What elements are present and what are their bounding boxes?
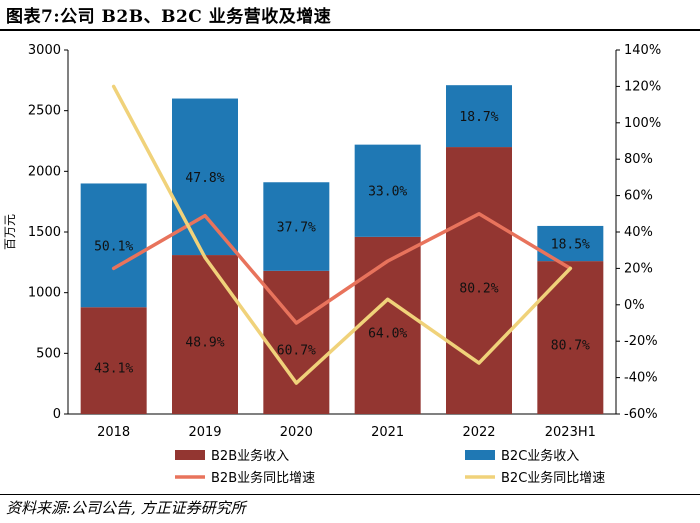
legend-b2c-growth-label: B2C业务同比增速 — [501, 470, 605, 486]
right-tick-label: 140% — [624, 43, 661, 58]
right-tick-label: 20% — [624, 261, 653, 276]
b2c-share-label: 50.1% — [94, 239, 133, 254]
left-tick-label: 2000 — [28, 164, 61, 179]
b2b-share-label: 43.1% — [94, 362, 133, 377]
b2c-bar — [354, 144, 421, 237]
b2b-growth-line — [111, 212, 573, 325]
b2c-share-label: 37.7% — [277, 221, 316, 236]
b2b-share-label: 80.7% — [551, 339, 590, 354]
b2c-share-label: 18.7% — [459, 110, 498, 125]
right-tick-label: 0% — [624, 298, 645, 313]
b2b-share-label: 48.9% — [185, 336, 224, 351]
axes: 0 500 1000 1500 2000 2500 3000 -60% -40% -20% 0% 20… — [3, 43, 661, 440]
left-tick-label: 2500 — [28, 104, 61, 119]
left-tick-label: 1500 — [28, 225, 61, 240]
left-tick-label: 500 — [36, 346, 61, 361]
b2c-share-label: 18.5% — [551, 238, 590, 253]
x-tick-label: 2022 — [462, 425, 495, 440]
b2c-bar — [263, 182, 330, 271]
right-tick-label: 100% — [624, 116, 661, 131]
legend: B2B业务收入 B2C业务收入 B2B业务同比增速 B2C业务同比增速 — [175, 448, 605, 486]
bars — [80, 85, 604, 415]
b2b-share-label: 60.7% — [277, 343, 316, 358]
x-tick-label: 2021 — [371, 425, 404, 440]
legend-b2b-revenue-label: B2B业务收入 — [211, 448, 289, 464]
right-tick-label: 60% — [624, 189, 653, 204]
lines — [111, 84, 573, 385]
left-tick-label: 1000 — [28, 286, 61, 301]
legend-b2b-growth-label: B2B业务同比增速 — [211, 470, 315, 486]
b2c-growth-line — [111, 84, 573, 385]
left-tick-label: 3000 — [28, 43, 61, 58]
right-tick-label: 40% — [624, 225, 653, 240]
x-tick-label: 2023H1 — [545, 425, 596, 440]
right-tick-label: 80% — [624, 152, 653, 167]
left-tick-label: 0 — [53, 407, 61, 422]
right-tick-label: -20% — [624, 334, 658, 349]
b2b-bar — [537, 261, 604, 414]
b2b-bar — [446, 147, 512, 415]
source-note: 资料来源:公司公告, 方正证券研究所 — [6, 499, 246, 517]
chart: 0 500 1000 1500 2000 2500 3000 -60% -40% -20% 0% 20… — [3, 43, 661, 486]
b2c-share-label: 47.8% — [185, 171, 224, 186]
b2b-bar — [263, 270, 330, 414]
x-tick-label: 2020 — [280, 425, 313, 440]
data-labels: 43.1% 50.1% 48.9% 47.8% 60.7% 37.7% 64.0% 33.0%… — [94, 110, 590, 376]
legend-b2c-revenue-label: B2C业务收入 — [501, 448, 579, 464]
right-tick-label: -40% — [624, 371, 658, 386]
b2c-bar — [80, 183, 147, 308]
b2b-share-label: 64.0% — [368, 326, 407, 341]
chart-title: 图表7:公司 B2B、B2C 业务营收及增速 — [6, 7, 332, 27]
b2b-bar — [80, 307, 147, 414]
legend-b2b-revenue-swatch — [175, 450, 205, 460]
b2c-bar — [446, 85, 512, 148]
b2c-share-label: 33.0% — [368, 185, 407, 200]
b2b-share-label: 80.2% — [459, 282, 498, 297]
legend-b2c-revenue-swatch — [465, 450, 495, 460]
right-tick-label: 120% — [624, 79, 661, 94]
y-axis-label: 百万元 — [3, 214, 17, 250]
x-tick-label: 2019 — [188, 425, 221, 440]
title-rule — [0, 29, 700, 31]
right-tick-label: -60% — [624, 407, 658, 422]
source-rule — [0, 494, 700, 495]
b2b-bar — [172, 255, 238, 414]
x-tick-label: 2018 — [97, 425, 130, 440]
b2b-bar — [354, 236, 421, 414]
